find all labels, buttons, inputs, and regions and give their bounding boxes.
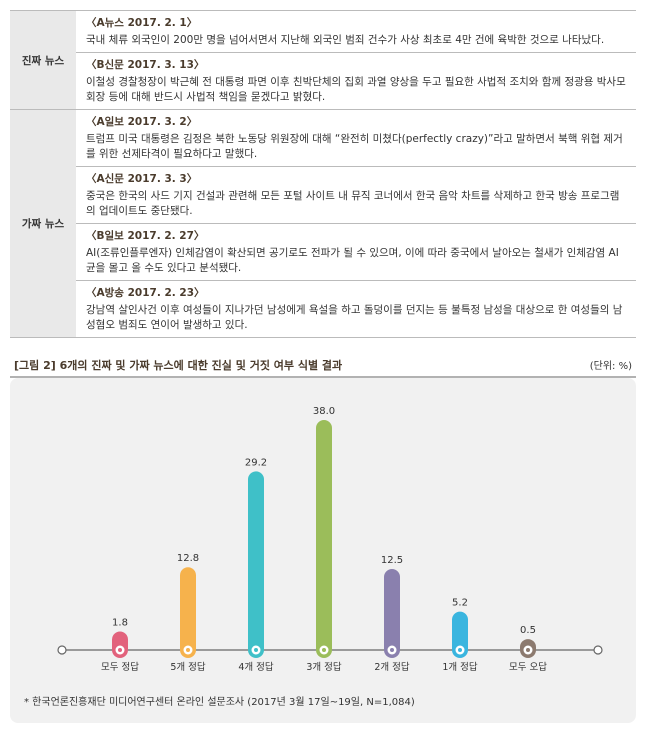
news-row: 〈B일보 2017. 2. 27〉 AI(조류인플루엔자) 인체감염이 확산되면 … [10, 223, 636, 281]
value-label: 5.2 [452, 598, 468, 609]
source-note: * 한국언론진흥재단 미디어연구센터 온라인 설문조사 (2017년 3월 17… [24, 695, 415, 708]
value-label: 29.2 [245, 457, 267, 468]
baseline-end [593, 645, 603, 655]
news-heading: 〈B신문 2017. 3. 13〉 [86, 59, 205, 71]
x-tick-label: 3개 정답 [306, 661, 342, 673]
unit-label: (단위: %) [590, 359, 632, 372]
bar-knob-dot [322, 648, 326, 652]
news-heading: 〈B일보 2017. 2. 27〉 [86, 230, 205, 242]
bar-knob-dot [390, 648, 394, 652]
group-label: 진짜 뉴스 [10, 10, 76, 110]
news-cell: 〈B신문 2017. 3. 13〉 이철성 경찰청장이 박근혜 전 대통령 파면 … [76, 52, 636, 110]
news-text: 강남역 살인사건 이후 여성들이 지나가던 남성에게 욕설을 하고 돌덩이를 던… [86, 304, 623, 331]
x-tick-label: 5개 정답 [170, 661, 206, 673]
x-tick-label: 모두 정답 [101, 661, 139, 673]
value-label: 12.5 [381, 555, 403, 566]
x-tick-label: 1개 정답 [442, 661, 478, 673]
bar [316, 420, 332, 658]
bar [180, 567, 196, 658]
news-text: 이철성 경찰청장이 박근혜 전 대통령 파면 이후 친박단체의 집회 과열 양상… [86, 76, 626, 103]
x-tick-label: 4개 정답 [238, 661, 274, 673]
news-text: 트럼프 미국 대통령은 김정은 북한 노동당 위원장에 대해 “완전히 미쳤다(… [86, 133, 623, 160]
baseline-end [57, 645, 67, 655]
news-heading: 〈A방송 2017. 2. 23〉 [86, 287, 205, 299]
news-cell: 〈B일보 2017. 2. 27〉 AI(조류인플루엔자) 인체감염이 확산되면 … [76, 223, 636, 281]
news-heading: 〈A신문 2017. 3. 3〉 [86, 173, 198, 185]
bar [384, 568, 400, 658]
figure: [그림 2] 6개의 진짜 및 가짜 뉴스에 대한 진실 및 거짓 여부 식별 … [10, 358, 636, 723]
news-heading: 〈A일보 2017. 3. 2〉 [86, 116, 198, 128]
bar-knob-dot [458, 648, 462, 652]
news-cell: 〈A신문 2017. 3. 3〉 중국은 한국의 사드 기지 건설과 관련해 모든… [76, 166, 636, 224]
bar-knob-dot [186, 648, 190, 652]
x-tick-label: 모두 오답 [509, 661, 547, 673]
news-table: 진짜 뉴스 〈A뉴스 2017. 2. 1〉 국내 체류 외국인이 200만 명을 … [10, 10, 636, 338]
news-cell: 〈A뉴스 2017. 2. 1〉 국내 체류 외국인이 200만 명을 넘어서면서… [76, 10, 636, 53]
bar-knob-dot [526, 648, 530, 652]
news-row: 〈A방송 2017. 2. 23〉 강남역 살인사건 이후 여성들이 지나가던 남… [10, 280, 636, 338]
value-label: 12.8 [177, 553, 199, 564]
news-heading: 〈A뉴스 2017. 2. 1〉 [86, 17, 198, 29]
news-row: 〈B신문 2017. 3. 13〉 이철성 경찰청장이 박근혜 전 대통령 파면 … [10, 52, 636, 110]
news-row: 〈A신문 2017. 3. 3〉 중국은 한국의 사드 기지 건설과 관련해 모든… [10, 166, 636, 224]
news-text: 중국은 한국의 사드 기지 건설과 관련해 모든 포털 사이트 내 뮤직 코너에… [86, 190, 620, 217]
bar [248, 471, 264, 658]
bar [452, 611, 468, 658]
news-row: 가짜 뉴스 〈A일보 2017. 3. 2〉 트럼프 미국 대통령은 김정은 북한 … [10, 109, 636, 338]
bar-knob-dot [254, 648, 258, 652]
value-label: 1.8 [112, 617, 128, 628]
news-cell: 〈A일보 2017. 3. 2〉 트럼프 미국 대통령은 김정은 북한 노동당 위… [76, 109, 636, 167]
news-text: 국내 체류 외국인이 200만 명을 넘어서면서 지난해 외국인 범죄 건수가 … [86, 34, 605, 46]
x-tick-label: 2개 정답 [374, 661, 410, 673]
news-row: 진짜 뉴스 〈A뉴스 2017. 2. 1〉 국내 체류 외국인이 200만 명을 … [10, 10, 636, 110]
bar-knob-dot [118, 648, 122, 652]
group-label: 가짜 뉴스 [10, 109, 76, 338]
value-label: 0.5 [520, 625, 536, 636]
news-cell: 〈A방송 2017. 2. 23〉 강남역 살인사건 이후 여성들이 지나가던 남… [76, 280, 636, 338]
news-text: AI(조류인플루엔자) 인체감염이 확산되면 공기로도 전파가 될 수 있으며,… [86, 247, 619, 274]
value-label: 38.0 [313, 406, 335, 417]
chart-title: [그림 2] 6개의 진짜 및 가짜 뉴스에 대한 진실 및 거짓 여부 식별 … [14, 358, 342, 372]
